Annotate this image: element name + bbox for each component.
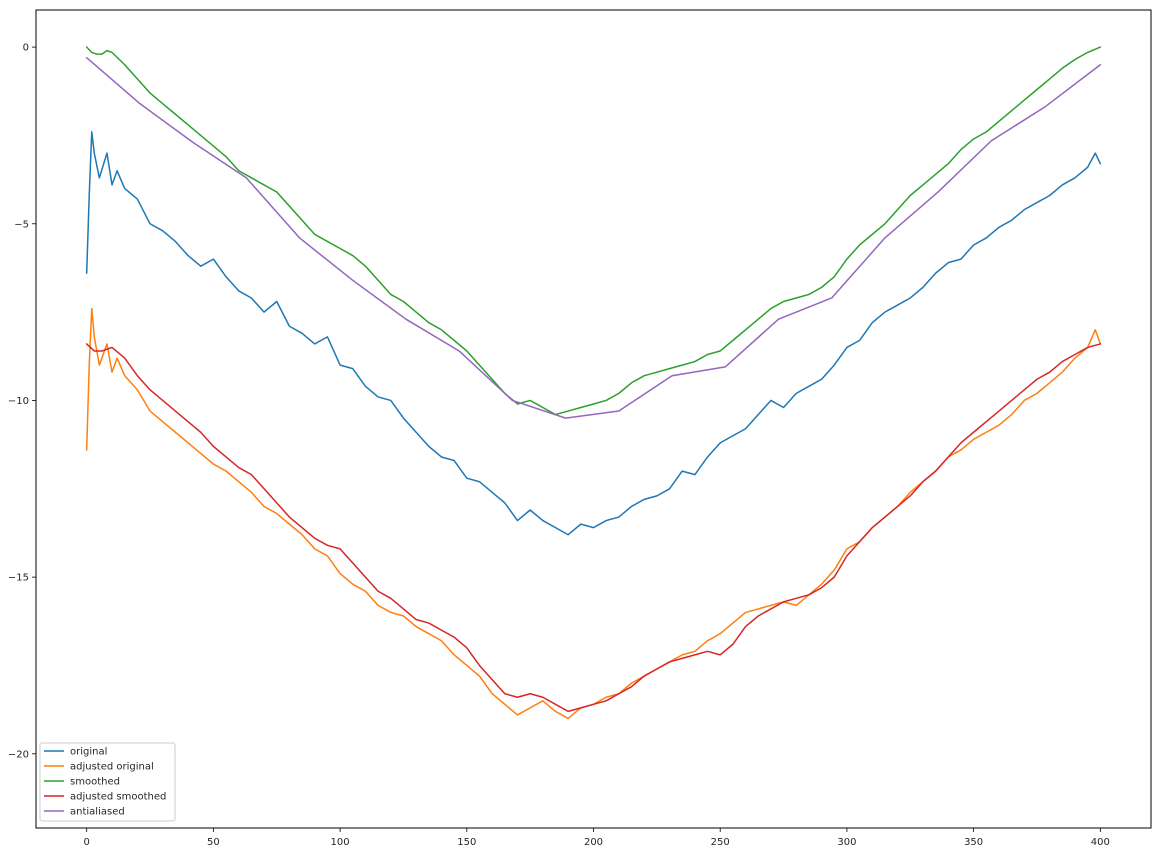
legend-entry-antialiased: antialiased [44,807,125,818]
legend-entry-original: original [44,747,107,758]
series-layer [85,46,1102,720]
x-tick-label-250: 250 [711,837,730,848]
x-tick-label-0: 0 [83,837,89,848]
legend-label-antialiased: antialiased [70,807,125,818]
y-tick-label-minus-20: −20 [8,749,29,760]
x-tick-label-50: 50 [207,837,220,848]
x-tick-label-350: 350 [964,837,983,848]
axis-layer: 0 50 100 150 200 250 300 350 400 0 −5 −10 −15 −20 [8,43,1110,848]
y-tick-label-minus-15: −15 [8,573,29,584]
y-tick-label-minus-10: −10 [8,396,29,407]
x-tick-label-400: 400 [1091,837,1110,848]
y-tick-label-0: 0 [23,43,29,54]
series-line-antialiased [85,56,1102,419]
x-tick-label-100: 100 [331,837,350,848]
legend-label-adjusted-original: adjusted original [70,762,154,773]
x-tick-label-300: 300 [837,837,856,848]
series-line-smoothed [85,46,1102,416]
x-tick-label-200: 200 [584,837,603,848]
legend-label-original: original [70,747,107,758]
legend-entry-adjusted-smoothed: adjusted smoothed [44,792,166,803]
legend: original adjusted original smoothed adju… [39,742,176,822]
series-line-original [85,131,1102,536]
legend-entry-smoothed: smoothed [44,777,120,788]
legend-box [39,742,176,822]
x-tick-label-150: 150 [457,837,476,848]
y-tick-label-minus-5: −5 [14,219,29,230]
legend-label-smoothed: smoothed [70,777,120,788]
legend-label-adjusted-smoothed: adjusted smoothed [70,792,166,803]
series-line-adjusted-smoothed [85,343,1102,713]
legend-entry-adjusted-original: adjusted original [44,762,154,773]
